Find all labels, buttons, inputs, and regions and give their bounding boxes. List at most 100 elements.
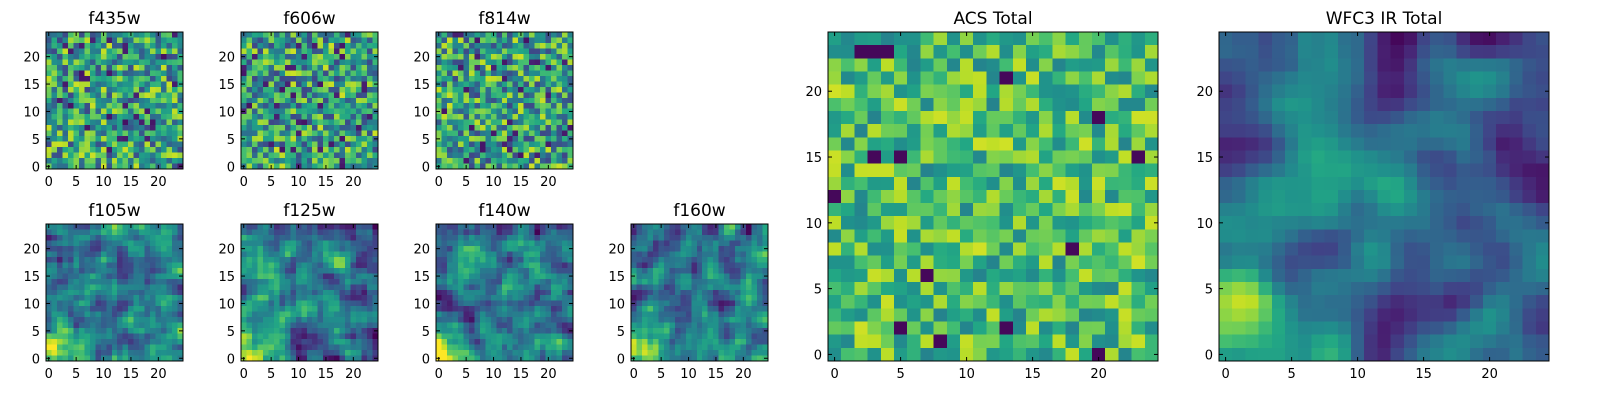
heatmap-cell [474, 350, 480, 356]
heatmap-cell [1052, 137, 1066, 151]
heatmap-cell [334, 114, 340, 120]
heatmap-cell [73, 87, 79, 93]
heatmap-cell [524, 59, 530, 65]
heatmap-cell [669, 328, 675, 334]
heatmap-cell [139, 334, 145, 340]
heatmap-cell [491, 81, 497, 87]
heatmap-cell [436, 131, 442, 137]
heatmap-cell [112, 235, 118, 241]
heatmap-cell [312, 284, 318, 290]
heatmap-cell [139, 273, 145, 279]
heatmap-cell [458, 268, 464, 274]
heatmap-cell [535, 136, 541, 142]
heatmap-cell [101, 290, 107, 296]
heatmap-cell [463, 273, 469, 279]
heatmap-cell [46, 339, 52, 345]
heatmap-cell [507, 131, 513, 137]
heatmap-cell [263, 262, 269, 268]
heatmap-cell [307, 54, 313, 60]
heatmap-cell [680, 240, 686, 246]
heatmap-cell [631, 229, 637, 235]
heatmap-cell [57, 70, 63, 76]
heatmap-cell [973, 85, 987, 99]
heatmap-cell [117, 92, 123, 98]
heatmap-cell [112, 345, 118, 351]
heatmap-cell [62, 262, 68, 268]
heatmap-cell [642, 334, 648, 340]
heatmap-cell [474, 37, 480, 43]
heatmap-cell [480, 328, 486, 334]
heatmap-cell [1145, 124, 1159, 138]
heatmap-cell [746, 240, 752, 246]
heatmap-cell [329, 290, 335, 296]
heatmap-cell [507, 32, 513, 38]
heatmap-cell [551, 43, 557, 49]
heatmap-cell [529, 284, 535, 290]
heatmap-cell [362, 142, 368, 148]
heatmap-cell [881, 137, 895, 151]
heatmap-cell [318, 98, 324, 104]
heatmap-cell [708, 339, 714, 345]
heatmap-cell [535, 284, 541, 290]
heatmap-cell [167, 43, 173, 49]
heatmap-cell [518, 268, 524, 274]
heatmap-cell [101, 317, 107, 323]
heatmap-cell [491, 306, 497, 312]
heatmap-cell [447, 339, 453, 345]
heatmap-cell [274, 92, 280, 98]
heatmap-cell [491, 98, 497, 104]
heatmap-cell [95, 257, 101, 263]
heatmap-cell [279, 147, 285, 153]
heatmap-cell [323, 158, 329, 164]
heatmap-cell [485, 153, 491, 159]
heatmap-cell [551, 339, 557, 345]
heatmap-cell [307, 48, 313, 54]
heatmap-cell [51, 317, 57, 323]
heatmap-cell [95, 48, 101, 54]
heatmap-cell [68, 317, 74, 323]
heatmap-cell [290, 279, 296, 285]
heatmap-cell [51, 229, 57, 235]
heatmap-cell [79, 136, 85, 142]
heatmap-cell [161, 109, 167, 115]
heatmap-cell [252, 153, 258, 159]
heatmap-cell [1013, 150, 1027, 164]
heatmap-cell [128, 120, 134, 126]
heatmap-cell [285, 279, 291, 285]
heatmap-cell [268, 98, 274, 104]
heatmap-cell [73, 246, 79, 252]
heatmap-cell [62, 142, 68, 148]
heatmap-cell [518, 262, 524, 268]
heatmap-cell [447, 70, 453, 76]
heatmap-cell [246, 109, 252, 115]
heatmap-cell [351, 131, 357, 137]
heatmap-cell [73, 37, 79, 43]
heatmap-cell [285, 328, 291, 334]
heatmap-cell [507, 235, 513, 241]
heatmap-cell [285, 65, 291, 71]
y-tick-label: 20 [218, 51, 235, 66]
heatmap-cell [134, 158, 140, 164]
heatmap-cell [340, 81, 346, 87]
heatmap-cell [279, 153, 285, 159]
heatmap-cell [90, 48, 96, 54]
heatmap-cell [57, 153, 63, 159]
heatmap-cell [274, 251, 280, 257]
heatmap-cell [161, 295, 167, 301]
heatmap-cell [274, 48, 280, 54]
heatmap-cell [474, 59, 480, 65]
heatmap-cell [502, 235, 508, 241]
heatmap-cell [117, 114, 123, 120]
heatmap-cell [841, 177, 855, 191]
heatmap-cell [691, 268, 697, 274]
heatmap-cell [1066, 32, 1080, 46]
heatmap-cell [51, 59, 57, 65]
heatmap-cell [296, 229, 302, 235]
panel-title: f125w [283, 201, 335, 221]
heatmap-cell [161, 92, 167, 98]
heatmap-cell [1092, 216, 1106, 230]
heatmap-cell [296, 92, 302, 98]
heatmap-cell [458, 70, 464, 76]
heatmap-cell [128, 328, 134, 334]
heatmap-cell [474, 323, 480, 329]
